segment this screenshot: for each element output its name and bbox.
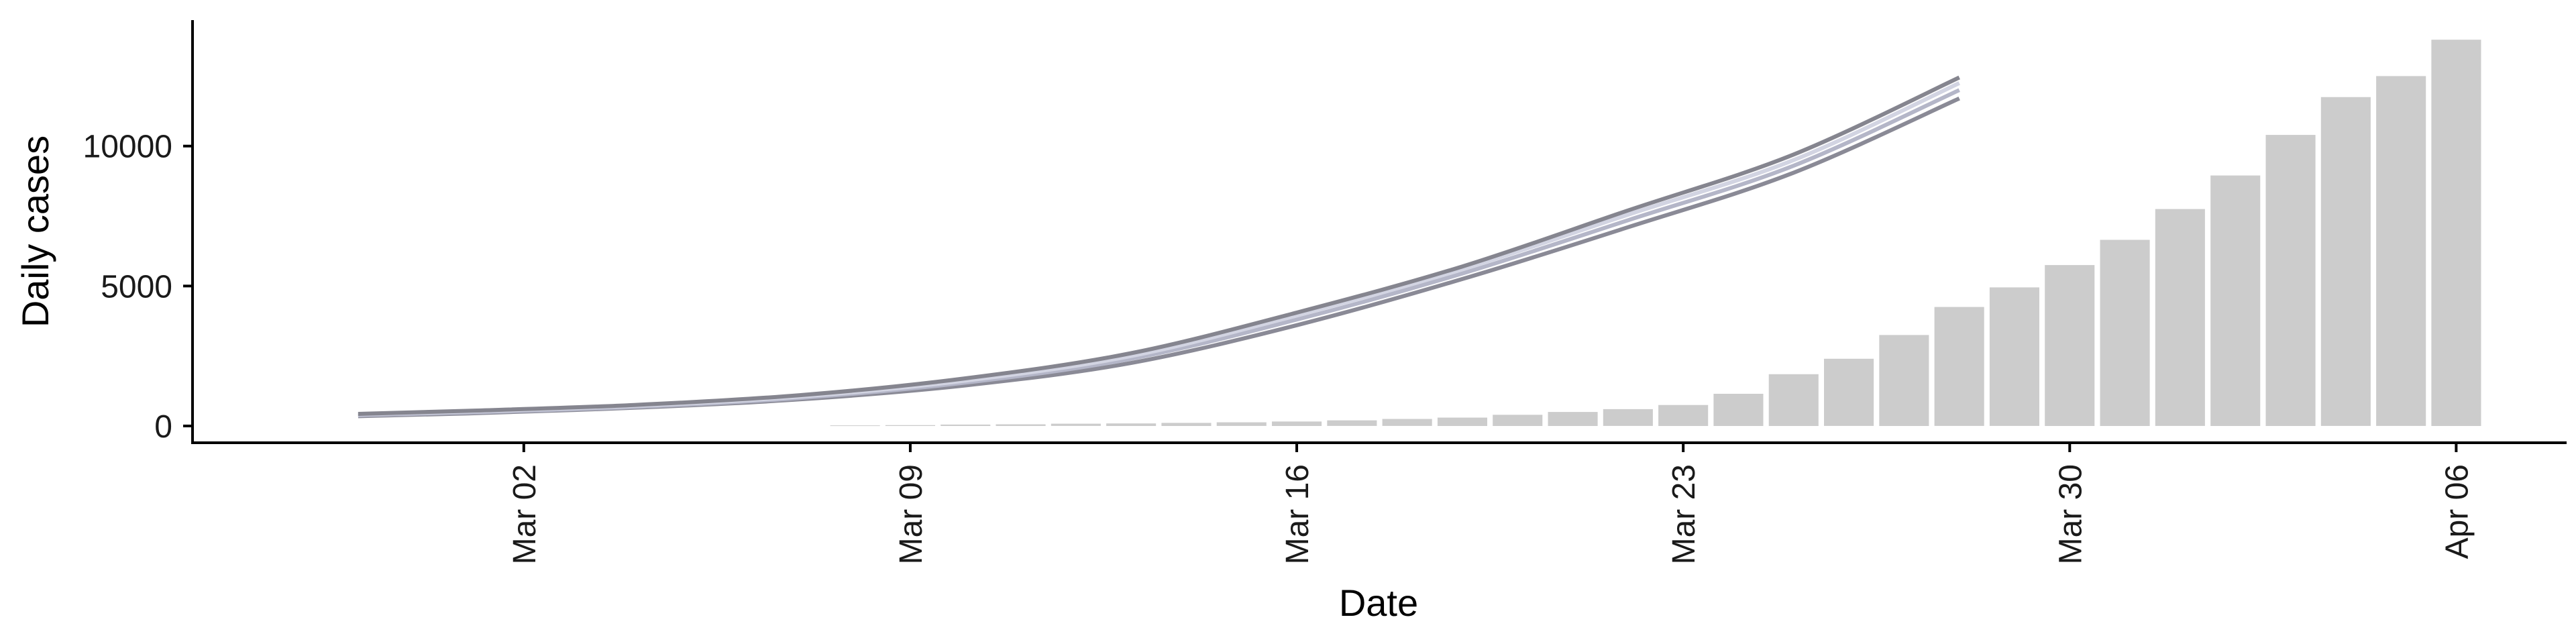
- bar: [830, 425, 880, 427]
- y-axis-title: Daily cases: [14, 136, 56, 327]
- projection-line: [358, 75, 1960, 416]
- x-tick-label: Mar 09: [894, 464, 929, 564]
- bar: [2045, 265, 2095, 426]
- x-tick-label: Apr 06: [2439, 464, 2475, 559]
- bar: [2265, 135, 2316, 426]
- bar: [885, 425, 935, 426]
- projection-lines-layer: [358, 75, 1960, 419]
- x-tick-label: Mar 02: [507, 464, 543, 564]
- bar: [1879, 335, 1929, 426]
- bar: [2210, 175, 2261, 426]
- bar: [1327, 420, 1377, 426]
- y-tick-label: 10000: [83, 129, 172, 165]
- projection-line: [358, 81, 1960, 417]
- bar: [1603, 409, 1653, 426]
- y-ticks: 0 5000 10000: [83, 129, 193, 445]
- bar: [1658, 405, 1709, 426]
- bar: [1051, 423, 1101, 426]
- x-tick-label: Mar 23: [1666, 464, 1702, 564]
- bar: [2376, 76, 2426, 426]
- bar: [1382, 419, 1432, 426]
- bar: [1989, 287, 2039, 426]
- bar: [996, 424, 1046, 426]
- bar: [2100, 239, 2150, 426]
- bar: [1493, 415, 1543, 426]
- x-axis-title: Date: [1339, 582, 1418, 624]
- bar: [2155, 209, 2205, 426]
- projection-line: [358, 97, 1960, 419]
- bar: [1548, 412, 1598, 426]
- bar: [2431, 40, 2481, 426]
- x-tick-label: Mar 30: [2053, 464, 2088, 564]
- bar: [941, 424, 991, 426]
- bar: [1216, 422, 1267, 426]
- bar: [2320, 97, 2371, 426]
- bar: [1161, 423, 1212, 426]
- y-tick-label: 5000: [101, 269, 172, 305]
- y-tick-label: 0: [154, 409, 172, 445]
- bar: [1713, 394, 1764, 426]
- projection-line: [358, 88, 1960, 418]
- bar: [1106, 423, 1157, 426]
- bars-layer: [830, 40, 2481, 427]
- bar: [1824, 358, 1874, 426]
- bar: [1437, 417, 1487, 426]
- x-ticks: Mar 02 Mar 09 Mar 16 Mar 23 Mar 30 Apr 06: [507, 443, 2475, 564]
- bar: [1768, 374, 1819, 426]
- x-tick-label: Mar 16: [1280, 464, 1316, 564]
- bar: [1934, 307, 1984, 426]
- bar: [1272, 421, 1322, 426]
